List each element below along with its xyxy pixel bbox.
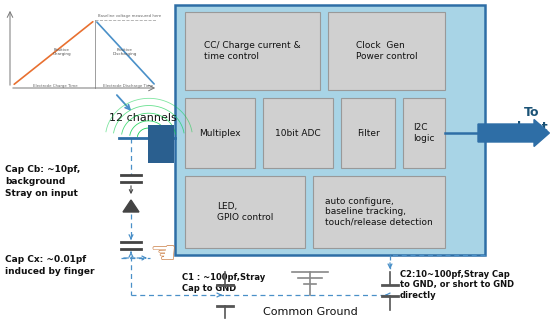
Bar [185, 12, 320, 90]
Text: LED,
GPIO control: LED, GPIO control [217, 202, 273, 222]
Text: 10bit ADC: 10bit ADC [275, 128, 321, 137]
Bar [148, 125, 174, 163]
Text: auto configure,
baseline tracking,
touch/release detection: auto configure, baseline tracking, touch… [325, 197, 433, 227]
Text: Positive
Charging: Positive Charging [53, 48, 72, 56]
Bar [403, 98, 445, 168]
Text: ☜: ☜ [149, 241, 177, 270]
Text: Positive
Discharging: Positive Discharging [113, 48, 137, 56]
Text: Electrode Charge Time: Electrode Charge Time [32, 84, 78, 88]
Bar [263, 98, 333, 168]
Bar [341, 98, 395, 168]
Bar [175, 5, 485, 255]
Text: Baseline voltage measured here: Baseline voltage measured here [98, 14, 162, 18]
Text: To
host: To host [516, 106, 547, 134]
Text: C1 : ~100pf,Stray
Cap to GND: C1 : ~100pf,Stray Cap to GND [182, 273, 265, 293]
Text: Cap Cx: ~0.01pf: Cap Cx: ~0.01pf [5, 255, 86, 264]
Text: Electrode Discharge Time: Electrode Discharge Time [103, 84, 153, 88]
Text: I2C
logic: I2C logic [413, 123, 435, 143]
Text: 12 channels: 12 channels [109, 113, 177, 123]
Bar [185, 98, 255, 168]
Polygon shape [123, 200, 139, 212]
Bar [328, 12, 445, 90]
Text: background: background [5, 177, 65, 186]
Text: Common Ground: Common Ground [263, 307, 358, 317]
Text: C2:10~100pf,Stray Cap
to GND, or short to GND
directly: C2:10~100pf,Stray Cap to GND, or short t… [400, 270, 514, 300]
Text: Multiplex: Multiplex [199, 128, 241, 137]
Text: Stray on input: Stray on input [5, 190, 78, 198]
Bar [313, 176, 445, 248]
Bar [185, 176, 305, 248]
Text: Filter: Filter [356, 128, 380, 137]
Text: Cap Cb: ~10pf,: Cap Cb: ~10pf, [5, 166, 80, 175]
Text: CC/ Charge current &
time control: CC/ Charge current & time control [204, 41, 301, 61]
Text: Clock  Gen
Power control: Clock Gen Power control [356, 41, 417, 61]
FancyArrow shape [478, 119, 549, 147]
Text: induced by finger: induced by finger [5, 268, 95, 277]
